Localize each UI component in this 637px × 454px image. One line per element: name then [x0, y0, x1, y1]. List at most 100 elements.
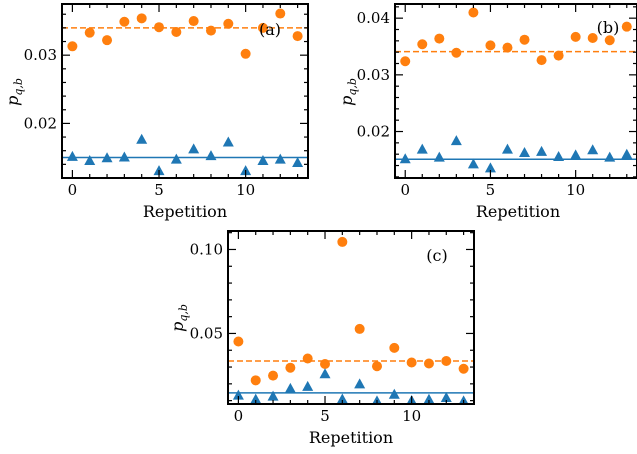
x-tick-label: 10: [566, 181, 585, 199]
circle-point: [621, 21, 632, 32]
triangle-point: [232, 389, 244, 400]
triangle-point: [433, 151, 445, 162]
circle-point: [275, 8, 286, 19]
plot-area: [62, 8, 308, 176]
circle-point: [67, 41, 78, 52]
y-axis-label: pq,b: [168, 304, 190, 332]
y-tick-label: 0.02: [357, 123, 390, 141]
circle-point: [434, 33, 445, 44]
triangle-point: [354, 378, 366, 389]
y-axis-label: pq,b: [3, 78, 25, 106]
x-axis-label: Repetition: [476, 202, 560, 221]
y-axis-label-main: p: [3, 96, 22, 106]
triangle-point: [553, 151, 565, 162]
triangle-point: [570, 149, 582, 160]
y-tick-label: 0.10: [190, 240, 223, 258]
circle-point: [84, 27, 95, 38]
circle-point: [337, 236, 348, 247]
triangle-point: [501, 143, 513, 154]
panel-label: (a): [259, 20, 281, 39]
triangle-point: [319, 368, 331, 379]
triangle-point: [188, 143, 200, 154]
triangle-point: [423, 393, 435, 404]
circle-point: [102, 35, 113, 46]
triangle-point: [458, 395, 469, 404]
x-tick-label: 5: [154, 181, 164, 199]
circle-point: [205, 25, 216, 36]
circle-point: [553, 50, 564, 61]
triangle-point: [536, 145, 548, 156]
triangle-point: [66, 150, 78, 161]
panel-label: (c): [426, 246, 447, 265]
x-axis-label: Repetition: [143, 202, 227, 221]
triangle-point: [399, 153, 411, 164]
circle-point: [406, 357, 417, 368]
circle-point: [451, 47, 462, 58]
triangle-point: [101, 152, 113, 163]
circle-point: [240, 48, 251, 59]
circle-point: [354, 323, 365, 334]
circle-point: [502, 42, 513, 53]
circle-point: [154, 22, 165, 33]
x-tick-label: 5: [320, 407, 330, 425]
y-tick-label: 0.04: [357, 9, 390, 27]
triangle-point: [274, 153, 286, 164]
triangle-point: [284, 382, 296, 393]
circle-point: [136, 13, 147, 24]
x-tick-label: 5: [486, 181, 496, 199]
circle-point: [371, 361, 382, 372]
circle-point: [485, 40, 496, 51]
y-axis-label-subscript: q,b: [346, 78, 359, 96]
chart-panel-2: 0 5 10 0.02 0.03 0.04 (b) Repetition pq,b: [337, 3, 637, 221]
triangle-point: [118, 151, 130, 162]
chart-panel-3: 0 5 10 0.05 0.10 (c) Repetition pq,b: [168, 230, 475, 447]
triangle-point: [440, 391, 452, 402]
triangle-point: [388, 388, 400, 399]
circle-point: [302, 353, 313, 364]
triangle-point: [257, 154, 269, 165]
panel-label: (b): [597, 18, 620, 37]
triangle-point: [450, 135, 462, 146]
triangle-point: [84, 154, 96, 165]
circle-point: [292, 31, 303, 42]
x-tick-label: 0: [234, 407, 244, 425]
circle-point: [570, 31, 581, 42]
triangle-point: [302, 380, 314, 391]
circle-point: [423, 358, 434, 369]
circle-point: [119, 16, 130, 27]
axes-frame: [394, 3, 637, 179]
plot-area: [395, 7, 637, 173]
circle-point: [400, 56, 411, 67]
triangle-point: [170, 153, 182, 164]
x-axis-label: Repetition: [309, 428, 393, 447]
circle-point: [604, 35, 615, 46]
circle-point: [233, 336, 244, 347]
triangle-point: [604, 151, 616, 162]
axes-frame: [227, 230, 475, 405]
circle-point: [441, 356, 452, 367]
circle-point: [536, 55, 547, 66]
triangle-point: [372, 395, 382, 404]
circle-point: [320, 359, 331, 370]
circle-point: [519, 34, 530, 45]
circle-point: [417, 39, 428, 50]
y-axis-label-main: p: [168, 322, 187, 332]
x-tick-label: 0: [68, 181, 78, 199]
triangle-point: [136, 133, 148, 144]
y-axis-label: pq,b: [337, 78, 359, 106]
y-tick-label: 0.02: [24, 114, 57, 132]
x-tick-label: 0: [400, 181, 410, 199]
x-tick-label: 10: [402, 407, 421, 425]
triangle-point: [416, 143, 428, 154]
chart-panel-1: 0 5 10 0.02 0.03 (a) Repetition pq,b: [3, 3, 309, 221]
circle-point: [250, 375, 261, 386]
circle-point: [188, 16, 199, 27]
axes-frame: [61, 3, 309, 179]
y-axis-label-main: p: [337, 96, 356, 106]
y-axis-label-subscript: q,b: [177, 304, 190, 322]
circle-point: [587, 33, 598, 44]
y-axis-label-subscript: q,b: [12, 78, 25, 96]
y-tick-label: 0.03: [357, 66, 390, 84]
circle-point: [468, 7, 479, 18]
circle-point: [171, 26, 182, 37]
